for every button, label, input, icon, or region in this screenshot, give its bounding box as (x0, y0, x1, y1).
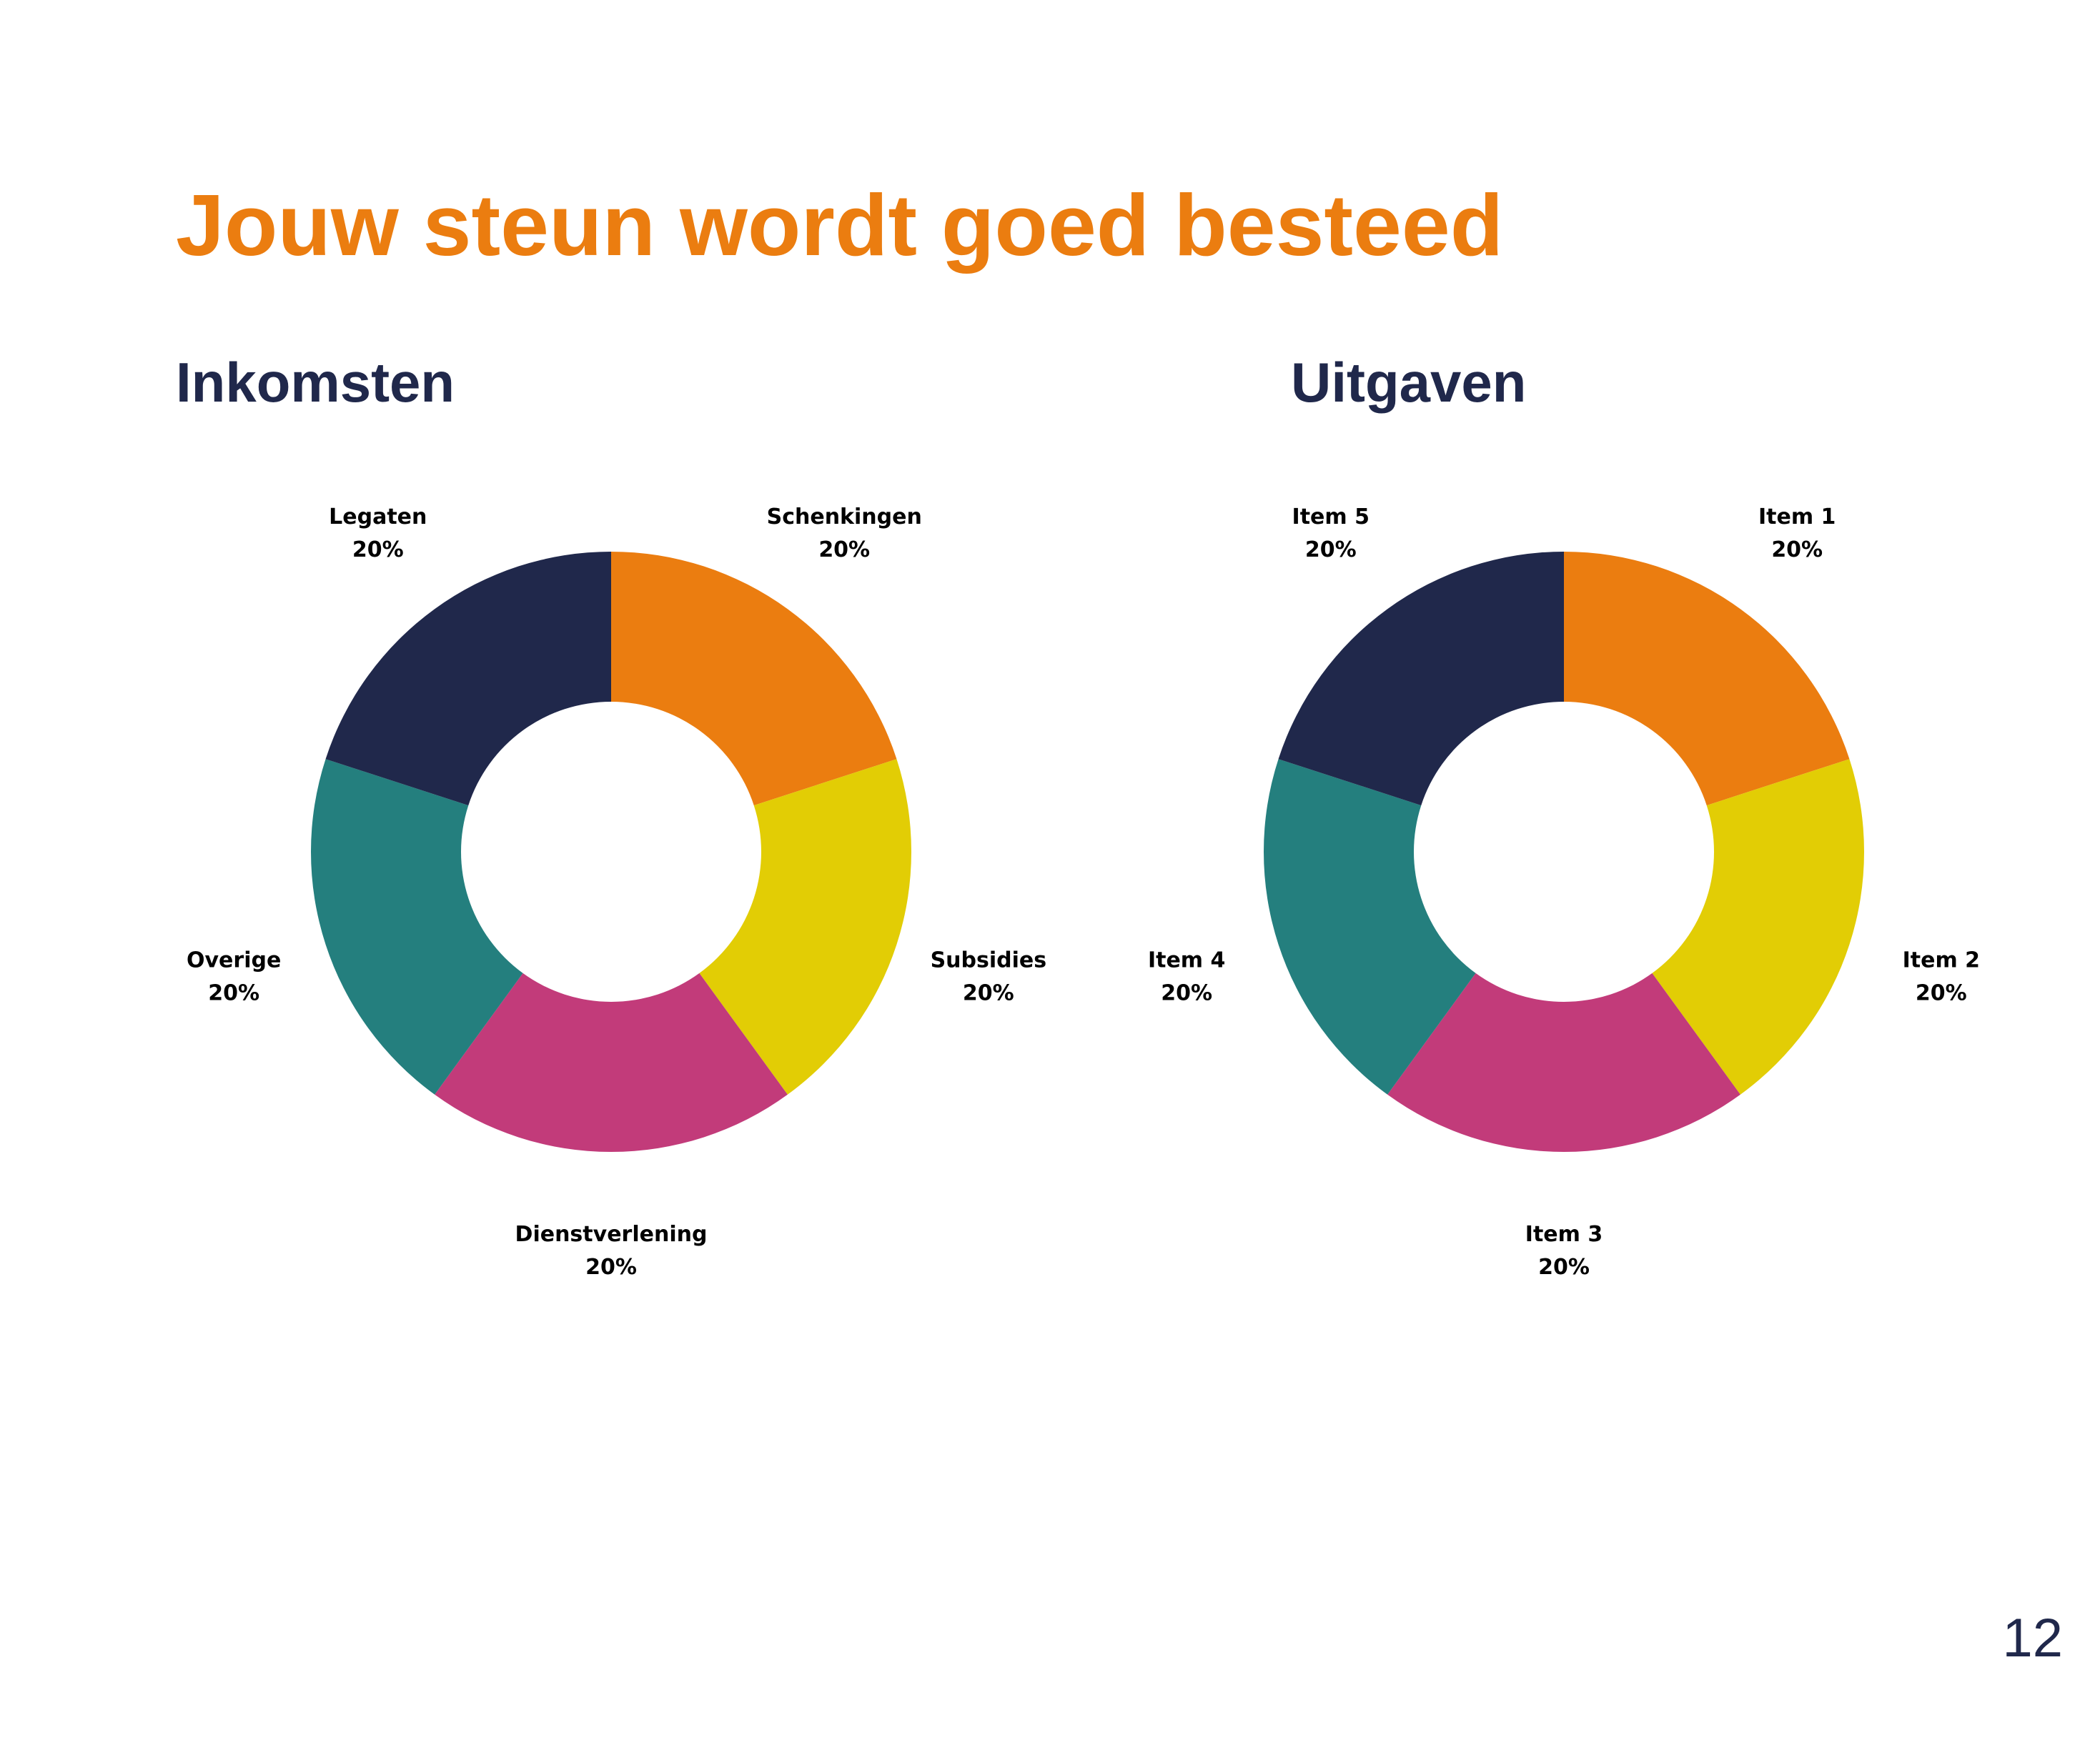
category-label: Item 5 (1292, 504, 1370, 530)
category-label: Item 3 (1525, 1222, 1603, 1247)
slice-item-2 (1652, 759, 1865, 1095)
value-label: 20% (1771, 537, 1823, 562)
value-label: 20% (352, 537, 404, 562)
expenses-chart-title: Uitgaven (1291, 351, 1527, 414)
slice-dienstverlening (435, 973, 788, 1152)
slice-subsidies (699, 759, 912, 1095)
income-donut-chart: Schenkingen 20%Subsidies 20%Dienstverlenin… (187, 504, 1046, 1280)
slice-label-dienstverlening: Dienstverlening 20% (515, 1222, 708, 1280)
category-label: Item 1 (1758, 504, 1836, 530)
slice-item-3 (1387, 973, 1740, 1153)
slice-item-5 (1278, 552, 1564, 806)
slice-label-subsidies: Subsidies 20% (931, 948, 1047, 1006)
slice-label-item-4: Item 4 20% (1148, 948, 1225, 1006)
value-label: 20% (1161, 981, 1212, 1006)
category-label: Overige (187, 948, 281, 973)
value-label: 20% (1305, 537, 1357, 562)
value-label: 20% (208, 981, 259, 1006)
category-label: Item 4 (1148, 948, 1225, 973)
category-label: Schenkingen (767, 504, 922, 530)
category-label: Item 2 (1903, 948, 1980, 973)
slice-label-item-5: Item 5 20% (1292, 504, 1370, 562)
category-label: Legaten (329, 504, 427, 530)
value-label: 20% (1916, 981, 1967, 1006)
slice-label-schenkingen: Schenkingen 20% (767, 504, 922, 562)
slice-label-item-2: Item 2 20% (1903, 948, 1980, 1006)
value-label: 20% (963, 981, 1014, 1006)
slice-label-item-3: Item 3 20% (1525, 1222, 1603, 1280)
slice-item-1 (1564, 552, 1850, 806)
slice-item-4 (1264, 759, 1476, 1095)
slice-label-item-1: Item 1 20% (1758, 504, 1836, 562)
slice-label-overige: Overige 20% (187, 948, 281, 1006)
slice-overige (311, 759, 523, 1095)
value-label: 20% (818, 537, 870, 562)
expenses-donut-chart: Item 1 20%Item 2 20%Item 3 20%Item 4 20%Item… (1148, 504, 1980, 1280)
slice-legaten (325, 552, 611, 806)
page-number: 12 (2002, 1608, 2063, 1669)
slice-schenkingen (611, 552, 897, 806)
page-title: Jouw steun wordt goed besteed (176, 177, 1504, 274)
category-label: Dienstverlening (515, 1222, 708, 1247)
income-chart-title: Inkomsten (176, 351, 455, 414)
value-label: 20% (585, 1255, 637, 1280)
slice-label-legaten: Legaten 20% (329, 504, 427, 562)
value-label: 20% (1538, 1255, 1590, 1280)
category-label: Subsidies (931, 948, 1047, 973)
